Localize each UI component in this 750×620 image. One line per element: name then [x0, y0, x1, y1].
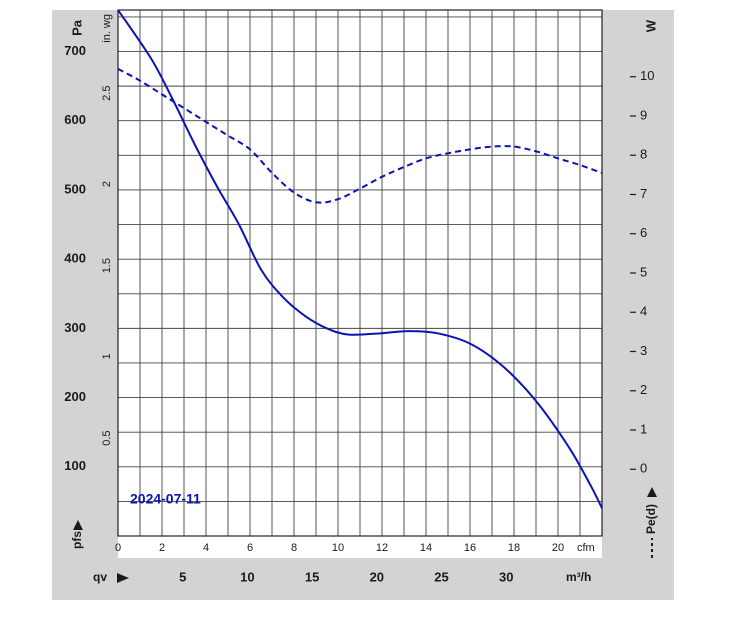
w-tick-label: 2: [640, 382, 647, 397]
pa-unit-label: Pa: [69, 19, 84, 36]
cfm-tick-label: 4: [203, 542, 209, 554]
pa-tick-label: 400: [64, 251, 86, 266]
cfm-axis-ticks: 0 2 4 6 8 10 12 14 16 18 20: [115, 542, 564, 554]
inwg-tick-label: 0.5: [101, 430, 113, 445]
w-unit-label: W: [643, 19, 658, 32]
ped-axis-title: Pe(d): [644, 487, 658, 558]
qv-axis-title: qv: [93, 570, 129, 584]
pfs-label: pfs: [70, 531, 84, 549]
w-tick-label: 7: [640, 186, 647, 201]
qv-axis-ticks: 5 10 15 20 25 30: [179, 569, 513, 584]
pa-tick-label: 200: [64, 389, 86, 404]
inwg-tick-label: 2.5: [101, 86, 113, 101]
ped-arrow-icon: [647, 487, 657, 497]
ped-label: Pe(d): [644, 504, 658, 534]
left-axis-panel: [52, 10, 118, 600]
inwg-tick-label: 1: [101, 353, 113, 359]
m3h-unit-label: m³/h: [566, 570, 591, 584]
w-tick-label: 10: [640, 68, 654, 83]
qv-tick-label: 5: [179, 569, 186, 584]
bottom-axis-panel: [52, 558, 674, 600]
pa-tick-label: 300: [64, 320, 86, 335]
w-tick-label: 9: [640, 107, 647, 122]
cfm-tick-label: 10: [332, 542, 344, 554]
qv-arrow-icon: [117, 573, 129, 583]
qv-tick-label: 30: [499, 569, 513, 584]
cfm-tick-label: 2: [159, 542, 165, 554]
w-tick-label: 3: [640, 343, 647, 358]
power-curve: [117, 68, 603, 204]
grid-lines: [118, 10, 602, 536]
w-tick-label: 0: [640, 461, 647, 476]
qv-tick-label: 15: [305, 569, 319, 584]
cfm-tick-label: 16: [464, 542, 476, 554]
pa-tick-label: 700: [64, 43, 86, 58]
w-tick-label: 1: [640, 421, 647, 436]
right-axis-panel: [602, 10, 674, 600]
qv-tick-label: 20: [370, 569, 384, 584]
qv-label: qv: [93, 570, 107, 584]
plot-border: [117, 9, 603, 537]
inwg-tick-label: 1.5: [101, 258, 113, 273]
cfm-tick-label: 18: [508, 542, 520, 554]
left-axis-ticks: 100 200 300 400 500 600 700: [64, 43, 86, 473]
cfm-tick-label: 12: [376, 542, 388, 554]
w-tick-label: 8: [640, 147, 647, 162]
cfm-tick-label: 14: [420, 542, 432, 554]
cfm-tick-label: 0: [115, 542, 121, 554]
pfs-arrow-icon: [73, 520, 83, 530]
inwg-unit-label: in. wg: [101, 14, 113, 43]
right-axis-ticks: 0 1 2 3 4 5 6 7 8 9 10: [630, 68, 654, 476]
pfs-axis-title: pfs: [70, 520, 84, 549]
w-tick-label: 5: [640, 264, 647, 279]
date-label: 2024-07-11: [130, 491, 201, 507]
cfm-tick-label: 20: [552, 542, 564, 554]
cfm-unit-label: cfm: [577, 542, 595, 554]
cfm-tick-label: 8: [291, 542, 297, 554]
static-pressure-curve: [117, 9, 603, 509]
cfm-tick-label: 6: [247, 542, 253, 554]
inwg-tick-label: 2: [101, 181, 113, 187]
qv-tick-label: 10: [240, 569, 254, 584]
pa-tick-label: 100: [64, 458, 86, 473]
inner-axis-ticks: 0.5 1 1.5 2 2.5: [101, 86, 113, 446]
w-tick-label: 4: [640, 304, 647, 319]
pa-tick-label: 500: [64, 181, 86, 196]
pa-tick-label: 600: [64, 112, 86, 127]
qv-tick-label: 25: [434, 569, 448, 584]
w-tick-label: 6: [640, 225, 647, 240]
